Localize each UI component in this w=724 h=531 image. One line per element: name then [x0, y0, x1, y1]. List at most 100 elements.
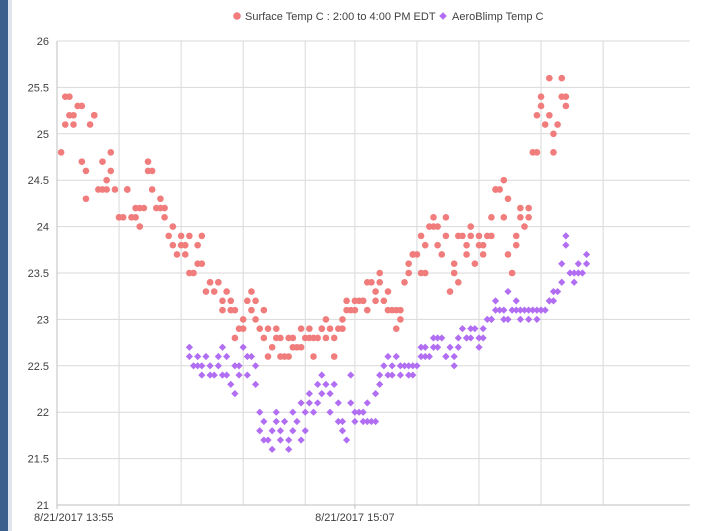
surface-temp-point — [376, 269, 384, 277]
surface-temp-point — [260, 334, 268, 342]
surface-temp-point — [372, 288, 379, 295]
aeroblimp-temp-point — [293, 417, 301, 426]
surface-temp-point — [277, 334, 284, 342]
surface-temp-point — [310, 353, 317, 360]
surface-temp-point — [103, 176, 110, 184]
surface-temp-point — [169, 241, 177, 249]
surface-temp-point — [177, 232, 185, 240]
aeroblimp-temp-point — [268, 427, 276, 435]
surface-temp-point — [194, 241, 201, 249]
surface-temp-point — [223, 288, 230, 295]
surface-temp-point — [562, 93, 570, 100]
surface-temp-point — [430, 214, 437, 221]
surface-temp-point — [82, 167, 90, 175]
surface-temp-point — [86, 121, 94, 128]
y-tick-label: 21 — [37, 500, 49, 512]
aeroblimp-temp-point — [214, 362, 222, 370]
aeroblimp-temp-point — [388, 371, 396, 379]
aeroblimp-temp-point — [256, 408, 264, 416]
aeroblimp-temp-point — [276, 427, 285, 435]
surface-temp-point — [107, 167, 115, 175]
aeroblimp-temp-point — [541, 306, 549, 314]
aeroblimp-temp-point — [537, 306, 545, 314]
surface-temp-point — [508, 269, 516, 277]
y-tick-label: 22.5 — [28, 361, 49, 373]
surface-temp-point — [157, 195, 164, 203]
aeroblimp-temp-point — [338, 427, 347, 435]
surface-temp-point — [297, 325, 305, 332]
surface-temp-point — [467, 232, 475, 240]
aeroblimp-temp-point — [330, 380, 338, 388]
aeroblimp-temp-point — [301, 427, 309, 435]
surface-temp-point — [165, 232, 173, 240]
aeroblimp-temp-point — [247, 352, 256, 361]
surface-temp-series — [57, 74, 570, 360]
surface-temp-point — [132, 214, 139, 221]
surface-temp-point — [562, 102, 570, 110]
surface-temp-point — [252, 316, 259, 323]
surface-temp-point — [119, 214, 127, 221]
aeroblimp-temp-point — [417, 352, 425, 361]
surface-temp-point — [70, 111, 77, 119]
chart-area: 21 21.5 22 22.5 23 23.5 24 24.5 25 25.5 26 8/21/20… — [12, 0, 724, 531]
aeroblimp-temp-point — [438, 334, 446, 342]
surface-temp-point — [161, 214, 168, 221]
aeroblimp-temp-point — [285, 436, 293, 444]
surface-temp-point — [479, 241, 487, 249]
surface-temp-point — [181, 251, 189, 258]
aeroblimp-temp-point — [516, 306, 524, 314]
aeroblimp-temp-point — [194, 362, 202, 370]
surface-temp-point — [111, 186, 119, 193]
aeroblimp-temp-point — [554, 287, 562, 296]
aeroblimp-temp-point — [442, 352, 450, 361]
aeroblimp-temp-point — [376, 371, 384, 379]
surface-temp-point — [219, 297, 226, 305]
aeroblimp-temp-point — [384, 371, 392, 379]
aeroblimp-temp-point — [467, 325, 475, 333]
surface-temp-point — [512, 232, 520, 240]
surface-temp-point — [272, 325, 280, 332]
aeroblimp-temp-point — [363, 399, 371, 407]
aeroblimp-temp-point — [475, 334, 483, 342]
surface-temp-point — [339, 325, 346, 332]
surface-temp-point — [330, 334, 338, 342]
aeroblimp-temp-point — [371, 417, 380, 426]
surface-temp-point — [397, 306, 404, 314]
surface-temp-point — [61, 121, 69, 128]
surface-temp-point — [421, 269, 429, 277]
surface-temp-point — [392, 325, 400, 332]
surface-temp-point — [206, 278, 214, 286]
legend-label-surface-temp: Surface Temp C : 2:00 to 4:00 PM EDT — [245, 11, 436, 23]
aeroblimp-temp-point — [351, 417, 359, 426]
y-tick-label: 21.5 — [28, 454, 49, 466]
y-tick-label: 25 — [37, 129, 49, 141]
axes — [56, 41, 690, 509]
surface-temp-point — [198, 232, 206, 240]
aeroblimp-temp-point — [533, 315, 541, 323]
aeroblimp-temp-point — [570, 278, 578, 286]
surface-temp-point — [140, 204, 148, 212]
surface-temp-point — [359, 297, 367, 305]
aeroblimp-temp-point — [210, 371, 218, 379]
surface-temp-point — [339, 316, 346, 323]
surface-temp-point — [210, 288, 218, 295]
aeroblimp-temp-point — [545, 297, 553, 305]
surface-temp-point — [368, 278, 375, 286]
aeroblimp-temp-point — [549, 297, 558, 305]
aeroblimp-temp-point — [396, 362, 404, 370]
surface-temp-point — [525, 214, 532, 221]
legend-label-aeroblimp-temp: AeroBlimp Temp C — [452, 11, 544, 23]
aeroblimp-temp-point — [388, 362, 396, 370]
aeroblimp-temp-point — [446, 343, 454, 351]
aeroblimp-temp-point — [533, 306, 541, 314]
aeroblimp-temp-point — [218, 371, 227, 379]
surface-temp-point — [198, 260, 206, 268]
aeroblimp-temp-point — [454, 334, 462, 342]
aeroblimp-temp-point — [198, 371, 206, 379]
surface-temp-point — [405, 269, 412, 277]
aeroblimp-temp-point — [198, 362, 206, 370]
aeroblimp-temp-point — [272, 417, 280, 426]
surface-temp-point — [450, 260, 458, 268]
surface-temp-point — [136, 223, 144, 230]
surface-temp-point — [297, 343, 305, 351]
